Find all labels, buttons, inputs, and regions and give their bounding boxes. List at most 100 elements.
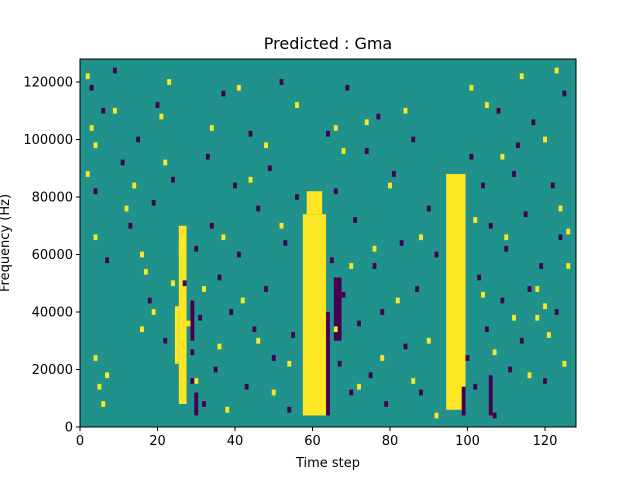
heatmap-high-cell [178, 245, 183, 252]
heatmap-low-cell [244, 383, 249, 390]
heatmap-high-cell [411, 378, 416, 384]
heatmap-low-cell [295, 194, 299, 200]
heatmap-low-cell [155, 102, 160, 108]
heatmap-low-cell [190, 349, 195, 356]
heatmap-high-cell [535, 286, 540, 292]
heatmap-low-cell [403, 343, 408, 350]
heatmap-low-cell [256, 205, 261, 212]
y-tick-label: 40000 [32, 306, 73, 321]
heatmap-high-cell [333, 326, 338, 333]
heatmap-high-cell [240, 297, 245, 304]
heatmap-low-cell [128, 222, 133, 229]
heatmap-low-cell [105, 257, 110, 264]
heatmap-low-cell [271, 355, 276, 361]
heatmap-low-cell [492, 412, 497, 419]
heatmap-low-cell [376, 113, 381, 120]
y-tick-label: 80000 [32, 191, 73, 206]
heatmap-high-cell [159, 113, 164, 120]
y-tick-label: 60000 [32, 248, 73, 263]
heatmap-low-cell [419, 389, 423, 396]
heatmap-low-cell [434, 251, 439, 258]
heatmap-high-cell [543, 136, 547, 143]
plot-frame [79, 58, 577, 428]
heatmap-high-cell [140, 251, 144, 258]
y-tick-label: 100000 [23, 133, 73, 148]
heatmap-high-cell [287, 360, 292, 367]
heatmap-low-band [461, 386, 466, 416]
heatmap-low-band [194, 392, 199, 416]
heatmap-low-cell [353, 217, 358, 223]
heatmap-high-cell [163, 159, 168, 166]
heatmap-low-cell [194, 245, 199, 252]
x-tick-label: 100 [455, 434, 480, 449]
heatmap-low-cell [368, 372, 373, 379]
heatmap-high-cell [554, 67, 559, 74]
heatmap-low-band [326, 312, 330, 416]
heatmap-high-cell [527, 372, 532, 379]
heatmap-low-cell [213, 366, 218, 373]
heatmap-low-cell [163, 337, 168, 344]
heatmap-low-cell [171, 176, 175, 183]
heatmap-high-cell [372, 245, 377, 252]
heatmap-low-cell [531, 119, 536, 126]
heatmap-low-cell [399, 240, 404, 246]
y-axis: 0 20000 40000 60000 80000 100000 120000 [23, 76, 80, 436]
heatmap-high-cell [473, 217, 478, 223]
heatmap-high-cell [225, 406, 230, 413]
heatmap-high-cell [562, 360, 567, 367]
heatmap-high-cell [341, 148, 346, 154]
heatmap-high-cell [512, 314, 516, 321]
heatmap-low-cell [248, 130, 253, 137]
heatmap-high-cell [357, 383, 361, 390]
heatmap-low-cell [120, 159, 125, 166]
heatmap-high-cell [566, 228, 571, 235]
heatmap-high-cell [93, 355, 98, 361]
heatmap-low-cell [500, 297, 505, 304]
heatmap-high-cell [566, 263, 571, 269]
heatmap-low-cell [488, 222, 493, 229]
x-tick-label: 120 [533, 434, 558, 449]
heatmap-low-cell [473, 383, 478, 390]
heatmap-low-cell [190, 378, 195, 384]
chart-title: Predicted : Gma [264, 34, 392, 53]
heatmap-high-band [302, 214, 327, 416]
heatmap-low-cell [182, 280, 187, 287]
heatmap-low-cell [89, 84, 94, 91]
heatmap-low-cell [543, 378, 547, 384]
heatmap-high-cell [434, 412, 439, 419]
heatmap-high-cell [171, 280, 175, 287]
heatmap-high-cell [217, 343, 222, 350]
heatmap-low-band [190, 300, 195, 341]
heatmap-low-cell [136, 136, 141, 143]
heatmap-low-cell [496, 107, 501, 114]
heatmap-low-cell [198, 314, 203, 321]
heatmap-low-cell [326, 130, 330, 137]
heatmap-high-cell [89, 125, 94, 131]
heatmap-low-cell [267, 165, 272, 172]
heatmap-high-cell [484, 102, 489, 108]
heatmap-low-cell [357, 320, 361, 327]
heatmap-low-cell [554, 309, 559, 315]
heatmap-low-cell [209, 222, 214, 229]
heatmap-high-cell [140, 326, 144, 333]
heatmap-high-cell [202, 286, 206, 292]
heatmap-low-cell [217, 274, 222, 281]
heatmap-low-cell [384, 401, 389, 407]
heatmap-low-cell [337, 360, 342, 367]
heatmap-high-cell [295, 102, 299, 108]
heatmap-low-cell [469, 153, 474, 160]
x-axis: 0 20 40 60 80 100 120 [76, 427, 558, 449]
heatmap-low-cell [101, 107, 106, 114]
heatmap-low-cell [562, 90, 567, 97]
heatmap-high-cell [248, 176, 253, 183]
heatmap-low-cell [512, 171, 516, 177]
heatmap-low-cell [477, 274, 482, 281]
heatmap-low-cell [112, 67, 117, 74]
heatmap-high-cell [143, 268, 148, 275]
y-axis-label: Frequency (Hz) [0, 194, 13, 292]
heatmap-high-cell [124, 205, 129, 212]
heatmap-low-cell [426, 205, 431, 212]
x-tick-label: 80 [382, 434, 399, 449]
heatmap-high-cell [236, 84, 241, 91]
heatmap-high-cell [151, 309, 156, 315]
